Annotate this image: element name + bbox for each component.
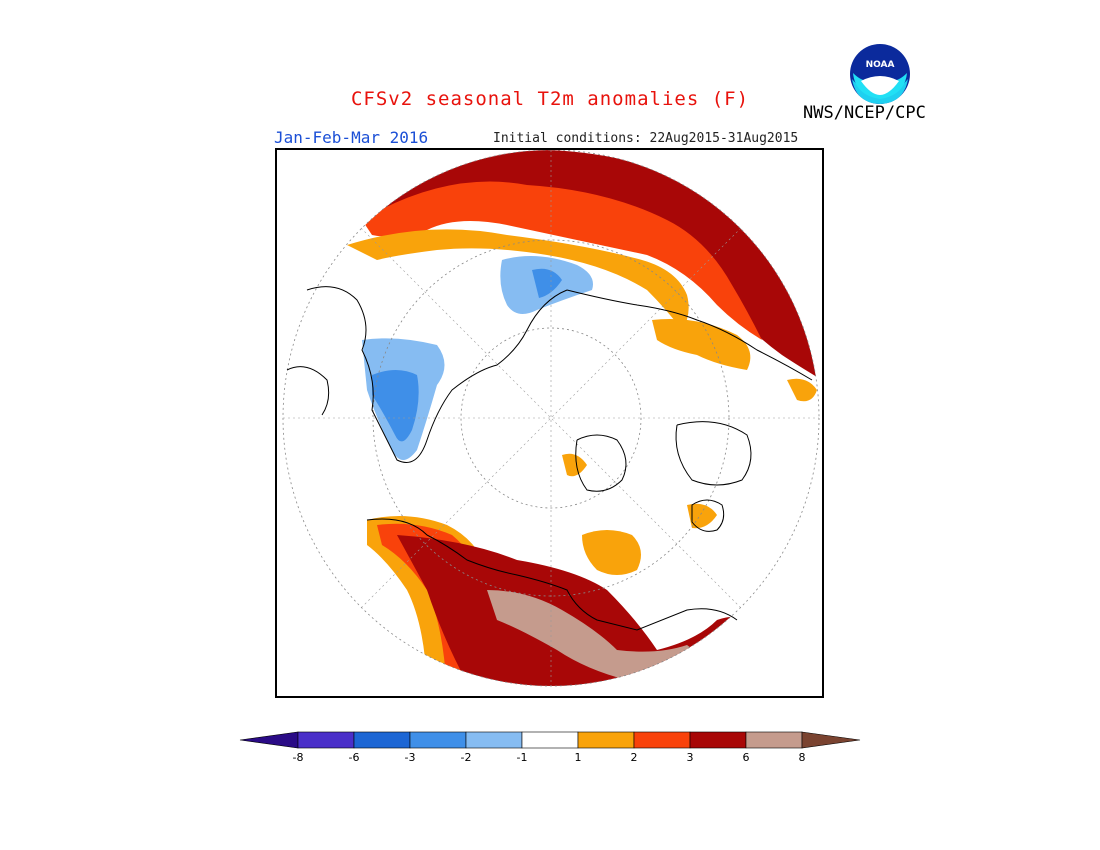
anomaly-region-orange-north — [347, 229, 689, 330]
colorbar-tick-label: -3 — [405, 751, 416, 764]
colorbar-bin — [689, 731, 747, 749]
agency-label: NWS/NCEP/CPC — [803, 103, 926, 123]
coastlines — [286, 286, 813, 631]
colorbar-tick-label: -8 — [293, 751, 304, 764]
colorbar-tick-label: 1 — [575, 751, 582, 764]
anomaly-region-mid-blue-scandinavia — [532, 268, 562, 298]
anomaly-region-orange-east — [652, 319, 751, 370]
colorbar-bin — [745, 731, 803, 749]
colorbar-bin — [801, 731, 861, 749]
noaa-logo-text: NOAA — [866, 60, 895, 70]
colorbar-tick-label: -1 — [517, 751, 528, 764]
colorbar-bin — [633, 731, 691, 749]
anomaly-region-orange-east-2 — [787, 378, 817, 402]
colorbar-tick-label: 6 — [743, 751, 750, 764]
anomaly-region-orange-east-siberia — [687, 503, 717, 529]
season-label: Jan-Feb-Mar 2016 — [274, 128, 429, 147]
map-panel — [275, 148, 824, 698]
colorbar-bin — [297, 731, 355, 749]
initial-conditions-label: Initial conditions: 22Aug2015-31Aug2015 — [493, 131, 799, 146]
colorbar-tick-label: -2 — [461, 751, 472, 764]
noaa-logo: NOAA — [850, 44, 910, 104]
colorbar-bin — [353, 731, 411, 749]
colorbar-tick-label: 8 — [799, 751, 806, 764]
colorbar-bin — [521, 731, 579, 749]
colorbar-tick-label: -6 — [349, 751, 360, 764]
colorbar-bin — [239, 731, 299, 749]
anomaly-region-tan-canada — [487, 590, 699, 680]
anomaly-region-orange-greenland — [582, 530, 641, 575]
colorbar-tick-label: 2 — [631, 751, 638, 764]
anomaly-region-orange-arctic — [562, 453, 587, 477]
anomaly-region-mid-blue-europe — [372, 370, 419, 442]
colorbar-tick-label: 3 — [687, 751, 694, 764]
latitude-circle-inner — [460, 327, 642, 509]
chart-title: CFSv2 seasonal T2m anomalies (F) — [350, 88, 750, 110]
colorbar-bin — [465, 731, 523, 749]
colorbar-bin — [577, 731, 635, 749]
colorbar-bin — [409, 731, 467, 749]
anomaly-region-dark-red-north — [337, 150, 819, 380]
polar-map — [282, 150, 820, 687]
anomaly-region-orange-red-north — [362, 181, 762, 340]
colorbar: -8 -6 -3 -2 -1 1 2 3 6 8 — [239, 731, 861, 764]
